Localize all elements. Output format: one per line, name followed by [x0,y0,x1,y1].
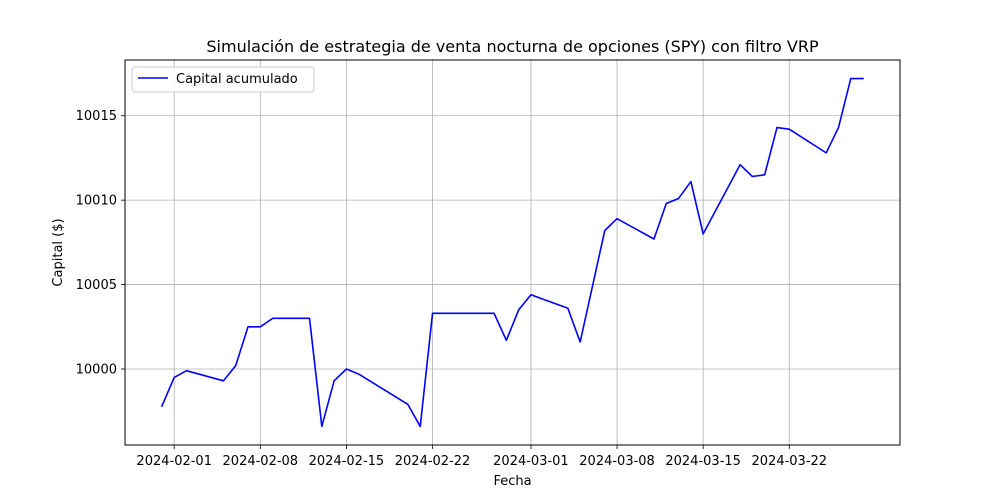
x-tick-label: 2024-03-15 [665,454,741,469]
y-tick-label: 10015 [76,109,117,124]
x-tick-label: 2024-03-22 [752,454,828,469]
x-gridlines [173,60,790,445]
y-axis-ticks: 10000 10005 10010 10015 [76,109,125,378]
x-tick-label: 2024-02-22 [395,454,471,469]
x-axis-ticks: 2024-02-01 2024-02-08 2024-02-15 2024-02-22… [136,445,827,469]
y-tick-label: 10010 [76,194,117,209]
x-tick-label: 2024-02-01 [136,454,212,469]
x-tick-label: 2024-02-08 [223,454,299,469]
y-gridlines [125,115,900,370]
y-tick-label: 10000 [76,363,117,378]
legend-frame [131,66,315,93]
x-axis-label: Fecha [493,474,531,489]
plot-area-frame [124,59,901,446]
series-line-capital-acumulado [161,77,864,428]
legend-label-capital-acumulado: Capital acumulado [176,72,298,87]
chart-title: Simulación de estrategia de venta noctur… [206,37,819,56]
x-tick-label: 2024-03-08 [579,454,655,469]
series-points [161,78,864,427]
y-tick-label: 10005 [76,278,117,293]
x-tick-label: 2024-02-15 [309,454,385,469]
x-tick-label: 2024-03-01 [493,454,569,469]
legend: Capital acumulado [131,66,315,93]
y-axis-label: Capital ($) [51,218,66,286]
